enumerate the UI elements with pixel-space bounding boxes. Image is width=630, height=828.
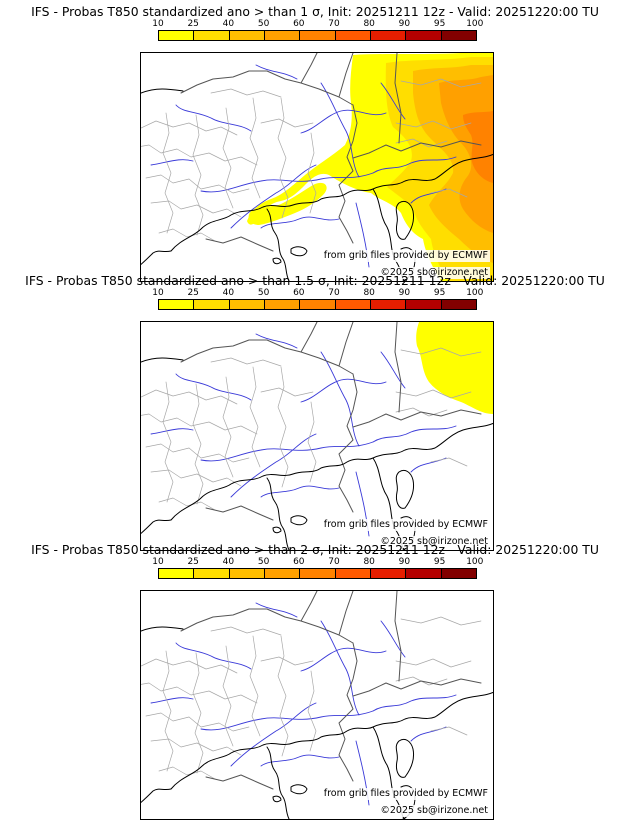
colorbar-segment: [335, 300, 371, 309]
colorbar-segment: [406, 300, 442, 309]
panel-title: IFS - Probas T850 standardized ano > tha…: [31, 542, 599, 557]
colorbar-segment: [406, 569, 442, 578]
copyright-credit: ©2025 sb@irizone.net: [378, 536, 490, 548]
colorbar-segment: [194, 569, 230, 578]
colorbar-segment: [300, 569, 336, 578]
colorbar-tick: 50: [257, 557, 270, 567]
colorbar-segment: [441, 569, 476, 578]
colorbar-tick: 10: [152, 557, 164, 567]
colorbar-tick: 40: [222, 557, 235, 567]
colorbar-tick: 70: [328, 288, 340, 298]
colorbar-labels: 10 25 40 50 60 70 80 90 95 100: [152, 19, 483, 29]
colorbar-segment: [229, 569, 265, 578]
colorbar-labels: 10 25 40 50 60 70 80 90 95 100: [152, 557, 483, 567]
colorbar-tick: 100: [466, 19, 484, 29]
colorbar-tick: 60: [293, 19, 305, 29]
colorbar-segment: [335, 31, 371, 40]
colorbar: [158, 30, 477, 41]
copyright-credit: ©2025 sb@irizone.net: [378, 267, 490, 279]
colorbar-tick: 70: [328, 557, 340, 567]
colorbar-segment: [370, 31, 407, 40]
forecast-panel: IFS - Probas T850 standardized ano > tha…: [0, 542, 630, 820]
colorbar-segment: [194, 31, 230, 40]
colorbar-tick: 25: [187, 557, 199, 567]
colorbar-segment: [370, 300, 407, 309]
colorbar-segment: [335, 569, 371, 578]
colorbar: [158, 299, 477, 310]
colorbar-segment: [194, 300, 230, 309]
map-canvas: [141, 53, 493, 281]
data-source-credit: from grib files provided by ECMWF: [321, 519, 490, 531]
colorbar-tick: 80: [363, 557, 375, 567]
colorbar-tick: 50: [257, 288, 270, 298]
colorbar-tick: 25: [187, 288, 199, 298]
map-canvas: [141, 591, 493, 819]
colorbar: [158, 568, 477, 579]
colorbar-tick: 80: [363, 19, 375, 29]
colorbar-tick: 100: [466, 288, 484, 298]
colorbar-tick: 95: [433, 557, 446, 567]
colorbar-tick: 10: [152, 288, 164, 298]
colorbar-segment: [159, 300, 195, 309]
colorbar-tick: 90: [398, 557, 411, 567]
colorbar-segment: [441, 300, 476, 309]
colorbar-tick: 70: [328, 19, 340, 29]
probability-map: from grib files provided by ECMWF ©2025 …: [140, 52, 494, 282]
colorbar-segment: [264, 569, 301, 578]
colorbar-tick: 40: [222, 288, 235, 298]
colorbar-segment: [300, 31, 336, 40]
forecast-panel: IFS - Probas T850 standardized ano > tha…: [0, 273, 630, 551]
colorbar-tick: 60: [293, 288, 305, 298]
colorbar-segment: [229, 300, 265, 309]
panel-title: IFS - Probas T850 standardized ano > tha…: [25, 273, 605, 288]
colorbar-segment: [441, 31, 476, 40]
colorbar-tick: 90: [398, 19, 411, 29]
data-source-credit: from grib files provided by ECMWF: [321, 788, 490, 800]
colorbar-tick: 50: [257, 19, 270, 29]
colorbar-tick: 60: [293, 557, 305, 567]
colorbar-segment: [159, 31, 195, 40]
colorbar-segment: [264, 31, 301, 40]
probability-map: from grib files provided by ECMWF ©2025 …: [140, 321, 494, 551]
colorbar-tick: 95: [433, 19, 446, 29]
panel-title: IFS - Probas T850 standardized ano > tha…: [31, 4, 599, 19]
data-source-credit: from grib files provided by ECMWF: [321, 250, 490, 262]
probability-shading: [416, 322, 493, 414]
colorbar-segment: [229, 31, 265, 40]
colorbar-segment: [370, 569, 407, 578]
forecast-panel: IFS - Probas T850 standardized ano > tha…: [0, 4, 630, 282]
colorbar-segment: [264, 300, 301, 309]
probability-map: from grib files provided by ECMWF ©2025 …: [140, 590, 494, 820]
map-canvas: [141, 322, 493, 550]
colorbar-tick: 10: [152, 19, 164, 29]
colorbar-segment: [300, 300, 336, 309]
colorbar-tick: 40: [222, 19, 235, 29]
colorbar-tick: 90: [398, 288, 411, 298]
colorbar-tick: 80: [363, 288, 375, 298]
probability-shading: [247, 53, 493, 281]
colorbar-segment: [406, 31, 442, 40]
colorbar-tick: 25: [187, 19, 199, 29]
colorbar-labels: 10 25 40 50 60 70 80 90 95 100: [152, 288, 483, 298]
colorbar-tick: 95: [433, 288, 446, 298]
colorbar-tick: 100: [466, 557, 484, 567]
colorbar-segment: [159, 569, 195, 578]
copyright-credit: ©2025 sb@irizone.net: [378, 805, 490, 817]
